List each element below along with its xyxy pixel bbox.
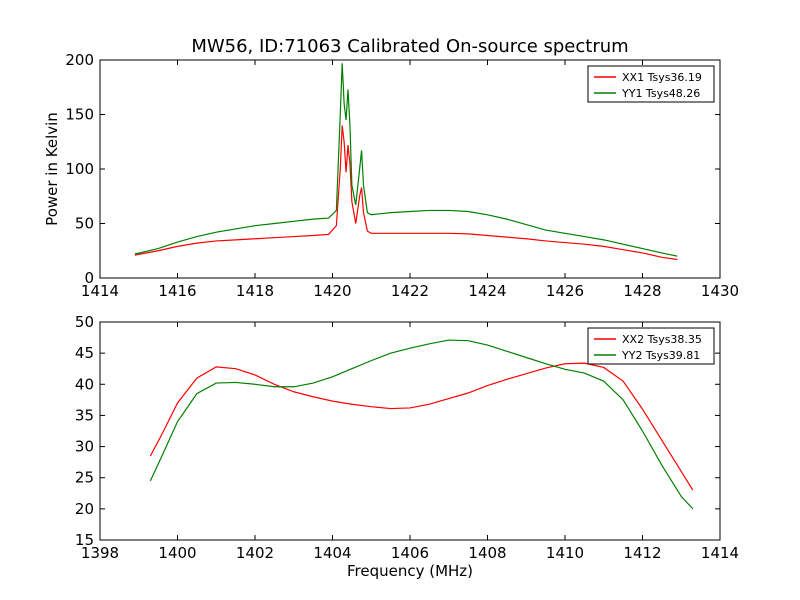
x-tick-label: 1418	[236, 282, 274, 300]
x-tick-label: 1422	[391, 282, 429, 300]
x-axis-title: Frequency (MHz)	[347, 562, 473, 580]
x-tick-label: 1420	[313, 282, 351, 300]
x-tick-label: 1430	[701, 282, 739, 300]
y-tick-label: 45	[75, 344, 94, 362]
x-tick-label: 1414	[701, 544, 739, 562]
x-tick-label: 1398	[81, 544, 119, 562]
x-tick-label: 1412	[623, 544, 661, 562]
y-tick-label: 50	[75, 313, 94, 331]
top-panel: 1414 1416 1418 1420 1422 1424 1426 1428 1430 0 50 1…	[43, 51, 739, 300]
legend-label: XX2 Tsys38.35	[622, 333, 702, 346]
y-tick-label: 30	[75, 438, 94, 456]
y-tick-label: 40	[75, 375, 94, 393]
x-tick-label: 1410	[546, 544, 584, 562]
y-tick-label: 0	[84, 269, 94, 287]
x-tick-label: 1406	[391, 544, 429, 562]
y-tick-label: 25	[75, 469, 94, 487]
series-line-xx-panel-1	[134, 125, 678, 261]
x-tick-label: 1400	[158, 544, 196, 562]
x-tick-label: 1424	[468, 282, 506, 300]
x-tick-label: 1404	[313, 544, 351, 562]
legend: XX1 Tsys36.19 YY1 Tsys48.26	[587, 65, 715, 103]
x-tick-label: 1408	[468, 544, 506, 562]
x-tick-label: 1428	[623, 282, 661, 300]
x-tick-label: 1414	[81, 282, 119, 300]
x-tick-label: 1426	[546, 282, 584, 300]
x-tick-label: 1416	[158, 282, 196, 300]
legend-box	[587, 327, 715, 365]
legend-label: YY2 Tsys39.81	[621, 349, 700, 362]
y-tick-label: 200	[65, 51, 94, 69]
legend-label: YY1 Tsys48.26	[621, 87, 700, 100]
series-line-yy-panel-1	[134, 63, 678, 257]
y-tick-label: 20	[75, 500, 94, 518]
legend: XX2 Tsys38.35 YY2 Tsys39.81	[587, 327, 715, 365]
y-tick-label: 50	[75, 215, 94, 233]
series-line-yy-panel-2	[149, 339, 694, 510]
y-tick-label: 150	[65, 106, 94, 124]
x-tick-label: 1402	[236, 544, 274, 562]
bottom-panel: 1398 1400 1402 1404 1406 1408 1410 1412 1414 15 20…	[75, 313, 739, 580]
legend-label: XX1 Tsys36.19	[622, 71, 702, 84]
legend-box	[587, 65, 715, 103]
y-tick-label: 100	[65, 160, 94, 178]
series-line-xx-panel-2	[149, 362, 694, 491]
y-tick-label: 35	[75, 406, 94, 424]
y-tick-label: 15	[75, 531, 94, 549]
figure-title: MW56, ID:71063 Calibrated On-source spec…	[191, 36, 628, 57]
y-axis-title: Power in Kelvin	[43, 112, 61, 226]
